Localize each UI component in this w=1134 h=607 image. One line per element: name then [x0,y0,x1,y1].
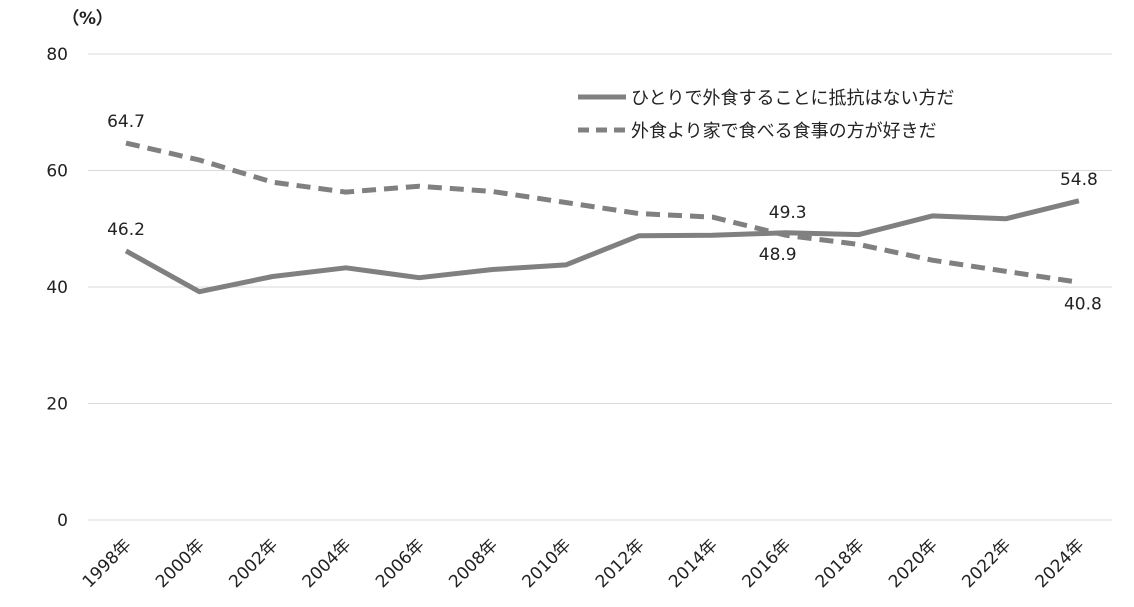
y-tick-label: 60 [46,162,68,182]
x-tick-label: 2022年 [958,535,1015,592]
x-tick-label: 2018年 [812,535,869,592]
x-tick-label: 2008年 [445,535,502,592]
series-line-solid [124,198,1080,295]
x-axis-ticks: 1998年 2000年 2002年 2004年 2006年 2008年 2010年 2012年… [79,535,1089,592]
data-label: 49.3 [769,203,807,223]
x-tick-label: 2000年 [152,535,209,592]
y-tick-label: 80 [46,45,68,65]
data-label: 64.7 [107,112,145,132]
data-label: 54.8 [1060,170,1098,190]
y-axis-ticks: 0 20 40 60 80 [46,45,68,531]
y-tick-label: 20 [46,395,68,415]
x-tick-label: 2024年 [1032,535,1089,592]
x-tick-label: 2010年 [519,535,576,592]
x-tick-label: 2002年 [225,535,282,592]
x-tick-label: 2012年 [592,535,649,592]
data-labels: 46.2 49.3 54.8 64.7 48.9 40.8 [107,112,1102,314]
x-tick-label: 2016年 [738,535,795,592]
x-tick-label: 2014年 [665,535,722,592]
legend-label: ひとりで外食することに抵抗はない方だ [631,88,954,109]
data-label: 40.8 [1064,294,1102,314]
data-label: 46.2 [107,220,145,240]
y-tick-label: 40 [46,278,68,298]
y-axis-unit-label: （%） [62,8,113,29]
gridlines [88,53,1112,521]
legend-label: 外食より家で食べる食事の方が好きだ [631,121,937,142]
x-tick-label: 2006年 [372,535,429,592]
series-line-dashed [125,140,1080,285]
y-tick-label: 0 [57,511,68,531]
data-label: 48.9 [759,245,797,265]
x-tick-label: 1998年 [79,535,136,592]
x-tick-label: 2004年 [299,535,356,592]
x-tick-label: 2020年 [885,535,942,592]
series-lines [124,140,1080,295]
